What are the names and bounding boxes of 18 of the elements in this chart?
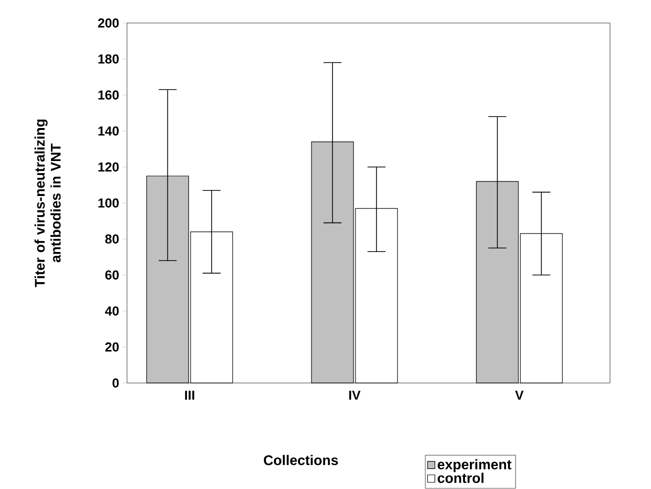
y-tick-label: 140 xyxy=(98,126,119,136)
y-tick-label: 100 xyxy=(98,198,119,208)
y-tick-label: 200 xyxy=(98,18,119,28)
y-tick-label: 180 xyxy=(98,54,119,64)
y-tick-label: 60 xyxy=(105,270,119,280)
y-tick-label: 40 xyxy=(105,306,119,316)
x-tick-label: V xyxy=(515,390,524,400)
y-tick-label: 120 xyxy=(98,162,119,172)
y-tick-label: 20 xyxy=(105,342,119,352)
x-tick-label: IV xyxy=(349,390,361,400)
legend-label: experiment xyxy=(438,459,512,472)
y-axis-title: Titer of virus-neutralizing antibodies in VNT xyxy=(34,120,61,288)
x-axis-title: Collections xyxy=(264,455,338,466)
legend-label: control xyxy=(438,472,484,484)
y-tick-label: 160 xyxy=(98,90,119,100)
x-tick-label: III xyxy=(185,390,194,400)
y-tick-label: 80 xyxy=(105,234,119,244)
y-tick-label: 0 xyxy=(112,378,119,388)
